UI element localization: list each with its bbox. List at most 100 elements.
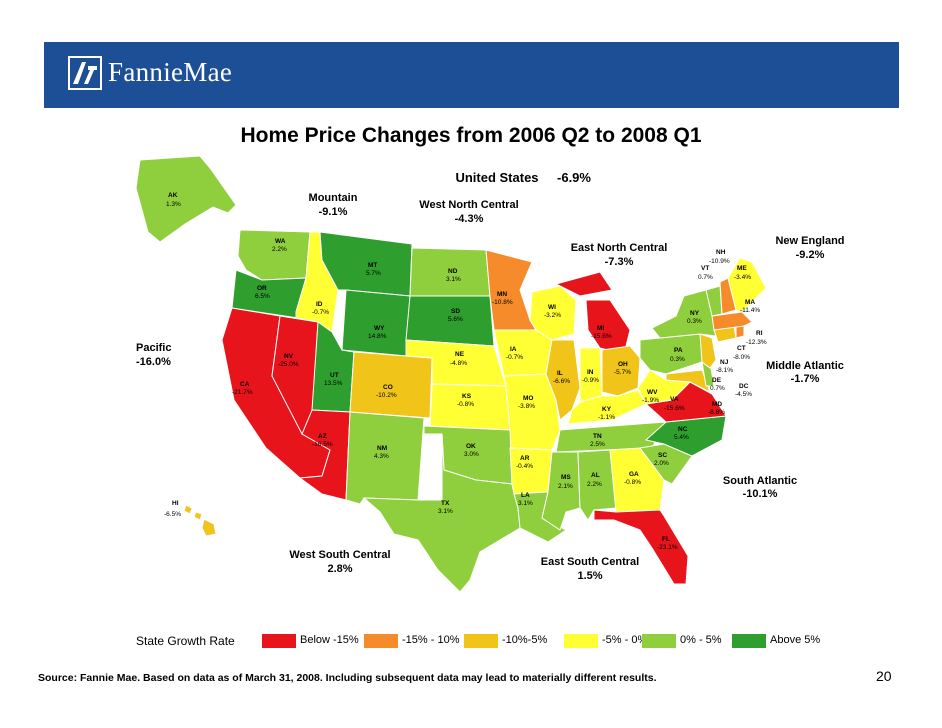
- state-TX: [362, 433, 521, 593]
- state-GA: [609, 447, 665, 513]
- value-NJ: -8.1%: [716, 367, 733, 374]
- label-AZ: AZ: [318, 433, 327, 440]
- region-pacific-value: -16.0%: [136, 356, 171, 368]
- value-IA: -0.7%: [506, 354, 523, 361]
- label-UT: UT: [330, 372, 339, 379]
- label-AR: AR: [520, 455, 530, 462]
- label-FL: FL: [662, 536, 670, 543]
- label-KY: KY: [602, 406, 612, 413]
- region-wnc-value: -4.3%: [455, 213, 484, 225]
- value-OK: 3.0%: [464, 451, 479, 458]
- legend-label: -10%-5%: [502, 634, 548, 646]
- state-labels: AK 1.3% HI -6.5% WA 2.2% OR 6.5% CA -21.…: [164, 192, 767, 551]
- label-AK: AK: [168, 192, 178, 199]
- state-AK: [135, 155, 237, 243]
- legend-label: -5% - 0%: [602, 634, 648, 646]
- value-DE: 0.7%: [710, 385, 725, 392]
- value-WV: -1.9%: [642, 397, 659, 404]
- label-GA: GA: [629, 471, 639, 478]
- value-SD: 5.6%: [448, 316, 463, 323]
- label-AL: AL: [591, 472, 600, 479]
- value-IN: -0.9%: [582, 377, 599, 384]
- value-HI: -6.5%: [164, 511, 181, 518]
- value-IL: -6.6%: [553, 378, 570, 385]
- region-pacific-name: Pacific: [136, 342, 171, 354]
- value-CT: -8.0%: [733, 354, 750, 361]
- label-MS: MS: [561, 474, 571, 481]
- legend-swatch: [262, 634, 296, 648]
- region-wsc-value: 2.8%: [327, 563, 352, 575]
- value-ID: -0.7%: [312, 309, 329, 316]
- label-IL: IL: [557, 370, 563, 377]
- value-NC: 5.4%: [674, 434, 689, 441]
- state-IL: [545, 339, 581, 421]
- region-mountain-name: Mountain: [309, 192, 358, 204]
- label-SD: SD: [451, 308, 460, 315]
- value-AR: -0.4%: [516, 463, 533, 470]
- label-TX: TX: [441, 500, 450, 507]
- label-DE: DE: [712, 377, 722, 384]
- label-OH: OH: [618, 361, 628, 368]
- value-MT: 5.7%: [366, 270, 381, 277]
- state-PA: [639, 333, 709, 375]
- label-OR: OR: [257, 285, 267, 292]
- label-CO: CO: [383, 384, 393, 391]
- value-MI: -15.6%: [591, 333, 612, 340]
- state-MD: [665, 369, 711, 394]
- label-CA: CA: [240, 381, 250, 388]
- state-FL: [593, 509, 689, 585]
- value-AZ: -16.5%: [312, 441, 333, 448]
- state-WY: [341, 289, 411, 357]
- legend-swatch: [732, 634, 766, 648]
- state-WA: [237, 229, 311, 281]
- value-FL: -23.1%: [657, 544, 678, 551]
- value-NM: 4.3%: [374, 453, 389, 460]
- value-CO: -10.2%: [376, 392, 397, 399]
- value-TN: 2.5%: [590, 441, 605, 448]
- label-ME: ME: [737, 265, 747, 272]
- region-enc-name: East North Central: [571, 242, 668, 254]
- label-WI: WI: [548, 304, 556, 311]
- label-NE: NE: [455, 351, 465, 358]
- state-ME: [727, 257, 767, 313]
- label-SC: SC: [658, 452, 667, 459]
- region-ma-value: -1.7%: [791, 373, 820, 385]
- value-MD: -8.8%: [708, 409, 725, 416]
- region-esc-name: East South Central: [541, 556, 639, 568]
- value-NV: -25.0%: [278, 361, 299, 368]
- label-MD: MD: [712, 401, 722, 408]
- label-WY: WY: [374, 325, 385, 332]
- label-CT: CT: [737, 345, 746, 352]
- region-wnc-name: West North Central: [419, 199, 518, 211]
- brand-name: FannieMae: [108, 57, 233, 87]
- value-CA: -21.7%: [232, 389, 253, 396]
- region-ne-name: New England: [775, 235, 844, 247]
- state-MA: [711, 311, 753, 331]
- value-MS: 2.1%: [558, 483, 573, 490]
- label-VT: VT: [701, 265, 709, 272]
- label-NM: NM: [377, 445, 387, 452]
- region-wsc-name: West South Central: [289, 549, 390, 561]
- legend-title: State Growth Rate: [136, 634, 235, 648]
- label-MT: MT: [368, 262, 377, 269]
- value-NE: -4.8%: [450, 360, 467, 367]
- state-IA: [493, 329, 553, 377]
- state-HI: [183, 504, 217, 537]
- value-KS: -0.8%: [457, 401, 474, 408]
- legend-label: -15% - 10%: [402, 634, 460, 646]
- label-DC: DC: [739, 383, 749, 390]
- label-PA: PA: [674, 347, 683, 354]
- value-NH: -10.9%: [709, 258, 730, 265]
- label-VA: VA: [670, 396, 679, 403]
- region-sa-value: -10.1%: [743, 488, 778, 500]
- value-OH: -5.7%: [614, 369, 631, 376]
- value-MA: -11.4%: [740, 307, 760, 314]
- label-MO: MO: [523, 395, 533, 402]
- value-GA: -0.8%: [624, 479, 641, 486]
- legend-swatch: [642, 634, 676, 648]
- region-sa-name: South Atlantic: [723, 475, 797, 487]
- value-UT: 13.5%: [324, 380, 343, 387]
- value-VA: -15.6%: [664, 405, 685, 412]
- value-AL: 2.2%: [587, 481, 602, 488]
